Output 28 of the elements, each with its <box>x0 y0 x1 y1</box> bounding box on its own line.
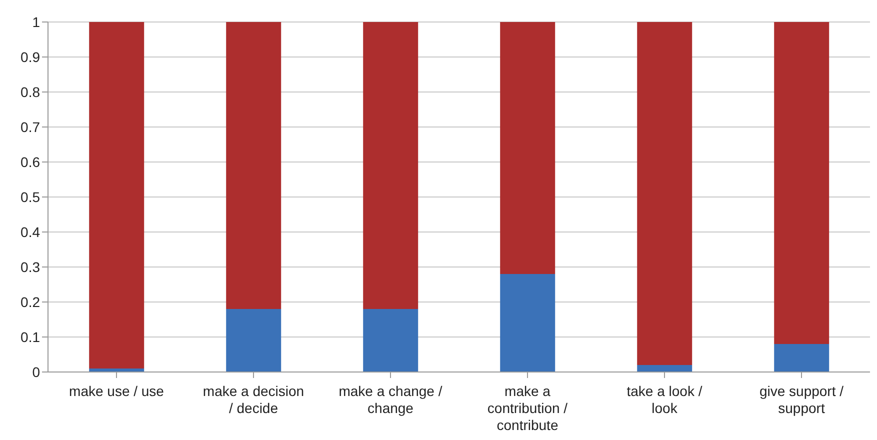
bar <box>774 344 830 372</box>
x-tick-label: give support / support <box>759 383 844 416</box>
bar <box>226 22 282 309</box>
bar <box>637 22 692 365</box>
y-tick-label: 0.2 <box>20 294 40 310</box>
bar <box>637 365 692 372</box>
bar <box>89 22 144 368</box>
y-tick-label: 0.5 <box>20 188 40 205</box>
y-tick-label: 1 <box>32 14 40 30</box>
bar <box>500 22 556 274</box>
y-tick-label: 0.6 <box>20 154 40 170</box>
y-tick-label: 0.7 <box>20 118 40 135</box>
y-tick-label: 0 <box>32 364 40 380</box>
bar <box>500 274 556 372</box>
y-tick-label: 0.9 <box>20 48 40 65</box>
y-tick-label: 0.1 <box>20 328 40 345</box>
y-tick-label: 0.4 <box>20 224 40 240</box>
x-tick-label: make a contribution / contribute <box>487 383 568 433</box>
bar <box>363 309 418 372</box>
x-tick-label: take a look / look <box>626 383 702 416</box>
x-tick-label: make a change / change <box>338 383 442 416</box>
x-tick-label: make a decision / decide <box>202 383 304 416</box>
y-tick-label: 0.3 <box>20 258 40 275</box>
bar <box>774 22 830 344</box>
y-tick-label: 0.8 <box>20 84 40 100</box>
bar <box>363 22 418 309</box>
bar <box>226 309 282 372</box>
x-tick-label: make use / use <box>69 383 164 399</box>
